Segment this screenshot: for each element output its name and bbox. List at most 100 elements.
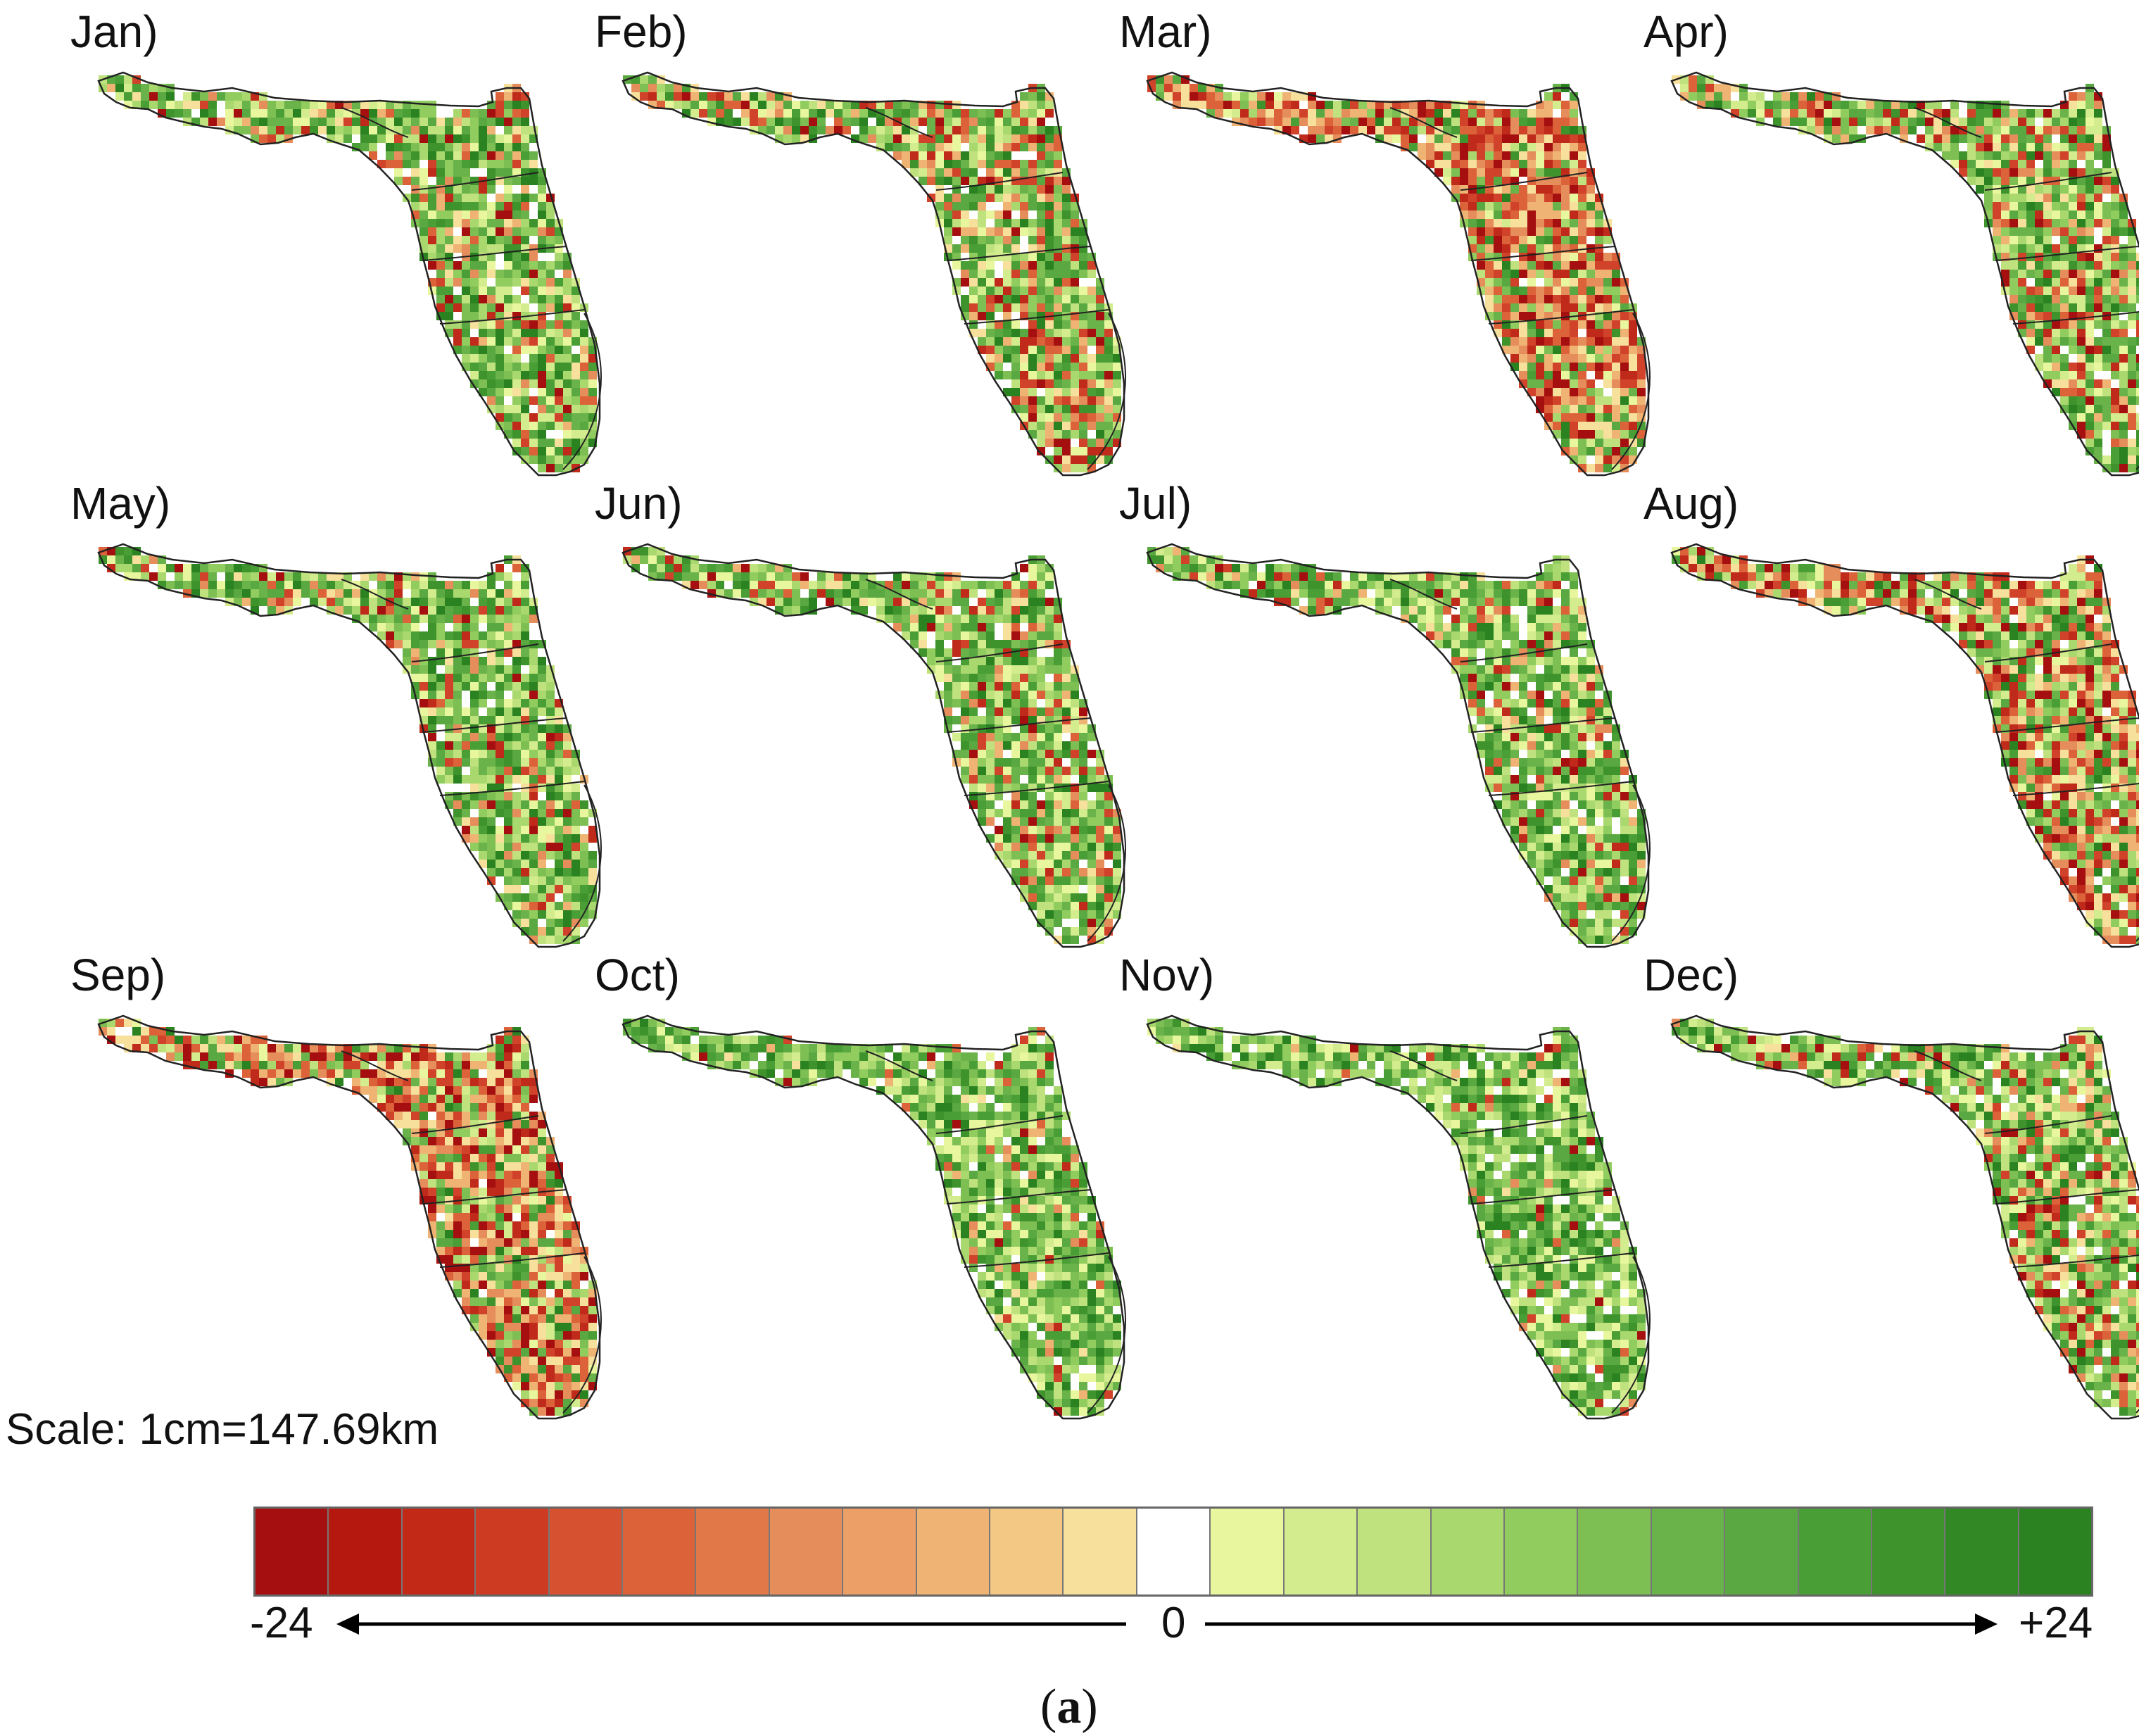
state-outline [1670,1014,2139,1420]
month-label: Mar) [1119,6,1212,57]
month-label: Feb) [595,6,688,57]
florida-map [1670,71,2139,477]
state-outline [621,71,1125,477]
month-label: Jan) [70,6,158,57]
region-boundary [422,1189,567,1204]
region-boundary [422,717,567,733]
region-boundary [1460,1115,1588,1134]
month-label: Jul) [1119,478,1192,529]
region-boundary [946,246,1092,261]
region-boundary [1488,1252,1634,1268]
florida-map [621,71,1126,477]
legend-color-cell [1504,1509,1579,1595]
florida-map [1146,1014,1651,1420]
legend-color-cell [1798,1509,1872,1595]
region-boundary [935,1115,1064,1134]
state-outline [1670,543,2139,948]
legend-color-cell [1358,1509,1432,1595]
region-boundary [1460,643,1588,662]
legend-color-cell [1211,1509,1285,1595]
legend-color-cell [1872,1509,1946,1595]
state-outline [1670,71,2139,477]
state-outline [97,71,601,477]
region-boundary [2012,311,2139,325]
region-boundary [1611,313,1651,470]
month-label: Dec) [1643,950,1739,1000]
legend-color-cell [696,1509,770,1595]
region-boundary [1995,717,2139,733]
region-boundary [1995,246,2139,261]
legend-color-cell [329,1509,403,1595]
region-boundary [1087,784,1126,942]
region-boundary [1389,107,1458,138]
region-boundary [1488,309,1634,325]
region-boundary [1460,172,1588,191]
region-boundary [1087,1256,1126,1414]
region-boundary [1389,1050,1458,1081]
monthly-map-grid: Jan) Feb) Mar) Apr) May) Jun) Jul) Aug) Sep) Oct)… [70,6,2139,1420]
legend-color-cell [255,1509,329,1595]
legend-color-cell [623,1509,697,1595]
legend-color-cell [2019,1509,2092,1595]
region-boundary [439,309,585,325]
region-boundary [1488,781,1634,796]
region-boundary [1995,1189,2139,1204]
legend-color-cell [1284,1509,1358,1595]
legend-min-label: -24 [250,1599,313,1647]
region-boundary [964,1252,1109,1268]
region-boundary [1611,784,1651,942]
legend-color-cell [916,1509,991,1595]
state-outline [1146,543,1650,948]
region-boundary [2012,1254,2139,1268]
legend-color-cell [402,1509,477,1595]
month-label: May) [70,478,171,529]
region-boundary [341,107,409,138]
region-boundary [1984,172,2112,191]
florida-map [1146,71,1651,477]
panel-caption: (a) [1040,1680,1098,1734]
florida-map [97,71,602,477]
region-boundary [411,1115,539,1134]
legend-color-cell [1137,1509,1211,1595]
region-boundary [2012,783,2139,796]
region-boundary [1389,579,1458,610]
region-boundary [946,717,1092,733]
region-boundary [1611,1256,1651,1414]
region-boundary [1470,1189,1616,1204]
region-boundary [1470,717,1616,733]
florida-map [97,1014,602,1420]
florida-map [621,1014,1126,1420]
region-boundary [1984,1115,2112,1134]
florida-map [1670,543,2139,948]
legend-color-cell [1431,1509,1505,1595]
legend-color-cell [769,1509,844,1595]
florida-map [97,543,602,948]
region-boundary [946,1189,1092,1204]
region-boundary [439,781,585,796]
region-boundary [439,1252,585,1268]
legend-mid-label: 0 [1161,1599,1186,1647]
region-boundary [411,643,539,662]
region-boundary [341,1050,409,1081]
state-outline [97,543,601,948]
month-label: Sep) [70,950,166,1000]
region-boundary [1914,1050,1982,1081]
right-arrow-head [1975,1614,1998,1635]
legend-color-cell [1725,1509,1799,1595]
region-boundary [865,1050,933,1081]
state-outline [1146,71,1650,477]
region-boundary [935,172,1064,191]
map-scale-text: Scale: 1cm=147.69km [6,1405,439,1454]
region-boundary [964,781,1109,796]
region-boundary [964,309,1109,325]
region-boundary [1914,579,1982,610]
left-arrow-head [336,1614,359,1635]
legend-color-cell [1945,1509,2019,1595]
region-boundary [865,579,933,610]
region-boundary [411,172,539,191]
florida-map [1670,1014,2139,1420]
color-scale-legend [253,1507,2093,1597]
legend-arrows [336,1614,1998,1635]
month-label: Jun) [595,478,683,529]
region-boundary [865,107,933,138]
